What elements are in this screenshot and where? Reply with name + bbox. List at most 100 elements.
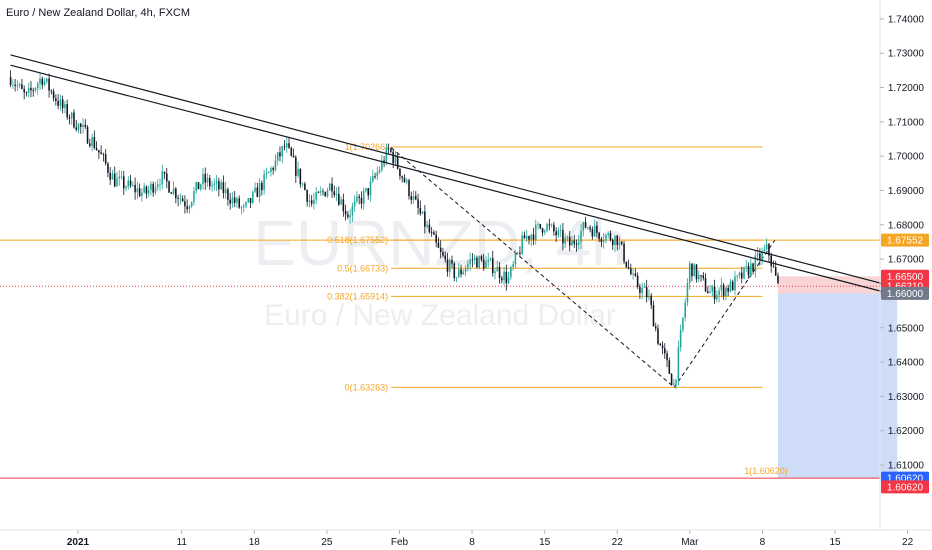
candle-body-49 — [120, 176, 123, 178]
candle-body-327 — [750, 263, 752, 276]
candle-body-226 — [521, 235, 523, 254]
candle-body-206 — [476, 257, 478, 268]
candle-body-127 — [297, 168, 299, 176]
candle-body-75 — [179, 198, 182, 200]
candle-body-262 — [602, 240, 605, 242]
candle-body-99 — [233, 197, 236, 203]
candle-body-82 — [195, 182, 198, 192]
candle-body-209 — [482, 259, 485, 269]
candle-body-137 — [319, 191, 322, 193]
candle-body-149 — [347, 214, 349, 218]
candle-body-244 — [562, 230, 564, 244]
candle-body-286 — [657, 328, 659, 344]
price-tick-label-5: 1.69000 — [888, 186, 925, 197]
candle-body-44 — [109, 172, 111, 180]
candle-body-106 — [249, 198, 252, 203]
candle-body-287 — [659, 343, 662, 346]
candle-body-71 — [170, 192, 173, 194]
time-axis[interactable]: 2021 11 18 25 Feb 8 15 22 Mar 8 15 22 — [67, 530, 914, 548]
candle-body-40 — [100, 152, 102, 155]
price-tick-label-1: 1.73000 — [888, 49, 925, 60]
watermark-name: Euro / New Zealand Dollar — [264, 299, 616, 332]
candle-body-4 — [18, 84, 21, 86]
candle-body-294 — [675, 379, 677, 384]
stop-loss-zone — [777, 276, 898, 294]
candle-body-108 — [254, 187, 256, 192]
candle-body-184 — [426, 224, 428, 227]
candle-body-78 — [186, 206, 188, 210]
candle-body-10 — [32, 90, 35, 92]
candle-body-53 — [129, 180, 132, 186]
candle-body-307 — [704, 278, 707, 292]
candle-body-13 — [39, 78, 41, 84]
candle-body-285 — [654, 326, 657, 329]
fibonacci-levels: 1(1.70266) 0.618(1.67552) 0.5(1.66733) 0.38… — [327, 142, 776, 392]
candle-body-215 — [496, 266, 499, 272]
candle-body-207 — [478, 256, 480, 268]
price-tag-label-5: 1.60620 — [887, 482, 924, 493]
candle-body-87 — [206, 178, 209, 183]
target-level-label: 1(1.60620) — [744, 466, 788, 476]
candle-body-303 — [695, 264, 698, 280]
price-tag-label-1: 1.66500 — [887, 272, 924, 283]
candle-body-160 — [371, 176, 374, 182]
trendline-0 — [10, 54, 888, 286]
candle-body-147 — [342, 199, 345, 212]
candle-body-86 — [204, 173, 207, 183]
candle-body-219 — [505, 271, 508, 284]
candle-body-325 — [745, 266, 748, 267]
candle-body-309 — [709, 291, 711, 293]
candle-body-79 — [188, 206, 191, 210]
candle-body-50 — [122, 176, 125, 189]
candle-body-37 — [93, 137, 96, 148]
candle-body-264 — [607, 233, 609, 236]
candle-body-292 — [670, 373, 673, 385]
candle-body-64 — [154, 187, 157, 193]
candle-body-313 — [718, 290, 720, 296]
candle-body-171 — [396, 156, 399, 169]
candle-body-43 — [107, 163, 109, 173]
candle-body-150 — [349, 215, 351, 218]
candle-body-314 — [720, 284, 723, 291]
price-tick-label-7: 1.67000 — [888, 255, 925, 266]
candle-body-311 — [713, 286, 716, 300]
price-tick-label-0: 1.74000 — [888, 14, 925, 25]
candle-body-316 — [725, 287, 727, 297]
candle-body-293 — [673, 383, 675, 385]
candle-body-194 — [448, 259, 451, 272]
candle-body-77 — [184, 201, 186, 207]
candle-body-167 — [387, 147, 390, 149]
candle-body-297 — [682, 317, 684, 331]
candle-body-334 — [765, 243, 768, 250]
candle-body-263 — [605, 235, 607, 241]
candle-body-51 — [125, 186, 127, 189]
candle-body-130 — [304, 183, 306, 190]
candle-body-288 — [661, 345, 664, 349]
candle-body-246 — [566, 236, 569, 238]
candle-body-111 — [261, 182, 263, 191]
candle-body-249 — [573, 240, 576, 244]
time-tick-label-7: 22 — [612, 537, 624, 548]
candle-body-260 — [598, 232, 600, 240]
candle-body-48 — [118, 176, 121, 179]
candle-body-18 — [50, 90, 53, 92]
candle-body-154 — [358, 196, 360, 198]
candle-body-27 — [70, 112, 73, 119]
candle-body-38 — [95, 147, 98, 150]
candle-body-3 — [16, 85, 19, 87]
candle-body-199 — [460, 269, 462, 275]
candle-body-175 — [405, 180, 408, 183]
candle-body-22 — [59, 99, 62, 106]
candle-body-68 — [163, 171, 166, 174]
candle-body-119 — [279, 152, 281, 157]
candle-body-212 — [489, 258, 492, 260]
candle-body-326 — [747, 266, 750, 276]
candle-body-213 — [491, 258, 494, 274]
candle-body-55 — [134, 184, 136, 193]
candle-body-1 — [12, 84, 14, 86]
candle-body-62 — [150, 183, 152, 190]
price-tick-label-2: 1.72000 — [888, 83, 925, 94]
candle-body-41 — [102, 154, 105, 155]
candle-body-140 — [326, 190, 329, 197]
